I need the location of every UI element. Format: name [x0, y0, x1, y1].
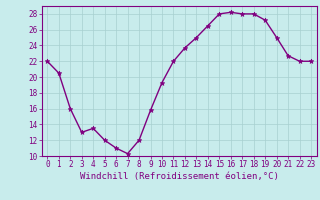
X-axis label: Windchill (Refroidissement éolien,°C): Windchill (Refroidissement éolien,°C): [80, 172, 279, 181]
